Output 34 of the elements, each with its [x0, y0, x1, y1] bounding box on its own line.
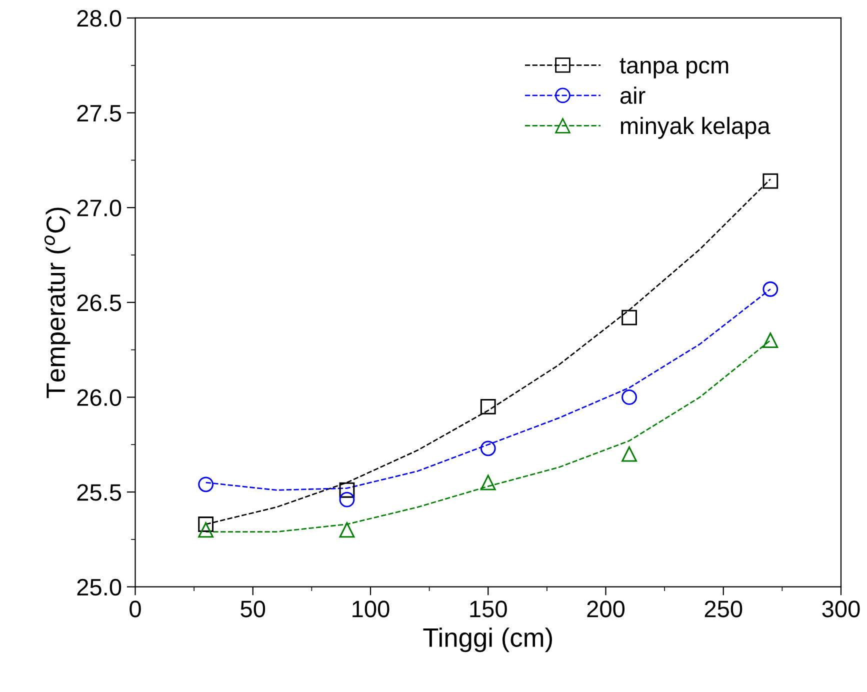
y-tick-label: 26.5: [77, 294, 122, 312]
y-axis-title: Temperatur ($^{o}$C): [44, 208, 70, 398]
x-axis-title: Tinggi (cm): [423, 628, 552, 652]
x-tick-label: 300: [822, 600, 860, 618]
x-tick-label: 100: [352, 600, 390, 618]
x-tick-label: 0: [130, 600, 141, 618]
y-tick-label: 27.0: [77, 200, 122, 216]
x-tick-label: 200: [587, 600, 625, 618]
x-tick-label: 250: [704, 600, 742, 618]
point: [339, 492, 355, 508]
x-tick-label: 50: [240, 600, 266, 618]
legend-label: minyak kelapa: [620, 116, 770, 139]
point: [762, 173, 778, 189]
point: [622, 310, 637, 326]
point: [198, 516, 214, 532]
point: [622, 446, 637, 462]
point: [480, 474, 496, 490]
y-tick-label: 26.0: [77, 389, 122, 406]
y-tick-label: 25.0: [77, 578, 122, 596]
point: [339, 482, 355, 498]
point: [198, 476, 214, 492]
point: [198, 522, 214, 538]
x-tick-label: 150: [470, 600, 507, 618]
y-tick-label: 27.5: [77, 104, 122, 122]
point: [762, 332, 778, 348]
legend-label: tanpa pcm: [620, 58, 728, 78]
y-tick-label: 25.5: [77, 484, 122, 501]
point: [622, 390, 637, 405]
point: [762, 281, 778, 297]
y-tick-label: 28.0: [77, 10, 122, 27]
point: [480, 398, 496, 414]
point: [339, 522, 355, 538]
point: [480, 440, 496, 456]
legend-label: air: [620, 86, 646, 104]
